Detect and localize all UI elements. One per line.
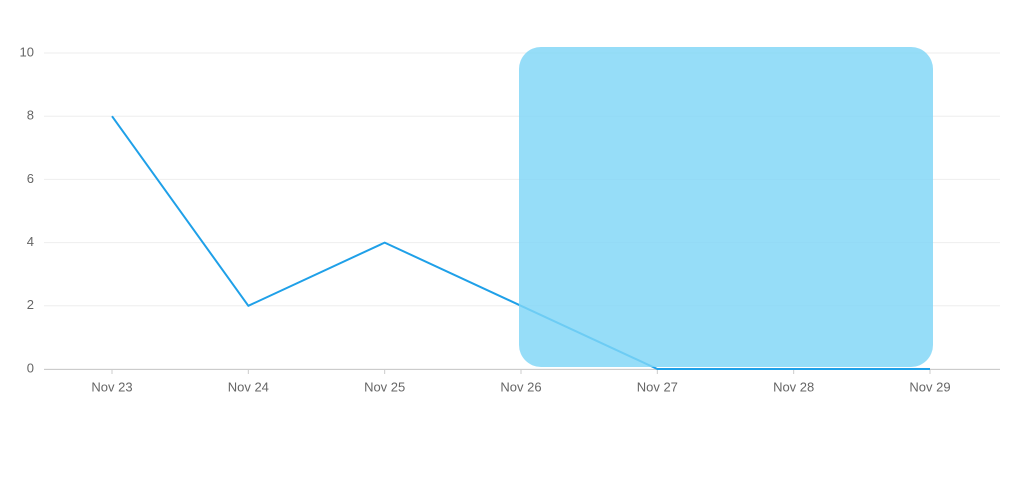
y-tick-label: 10 bbox=[20, 44, 34, 59]
x-tick-label: Nov 24 bbox=[228, 379, 269, 394]
y-tick-label: 8 bbox=[27, 108, 34, 123]
selection-overlay bbox=[519, 47, 933, 367]
y-tick-label: 6 bbox=[27, 171, 34, 186]
x-tick-label: Nov 28 bbox=[773, 379, 814, 394]
y-tick-label: 2 bbox=[27, 297, 34, 312]
x-tick-label: Nov 25 bbox=[364, 379, 405, 394]
y-tick-label: 0 bbox=[27, 360, 34, 375]
x-tick-label: Nov 29 bbox=[909, 379, 950, 394]
x-tick-label: Nov 26 bbox=[500, 379, 541, 394]
y-tick-label: 4 bbox=[27, 234, 34, 249]
x-tick-label: Nov 27 bbox=[637, 379, 678, 394]
x-tick-label: Nov 23 bbox=[91, 379, 132, 394]
